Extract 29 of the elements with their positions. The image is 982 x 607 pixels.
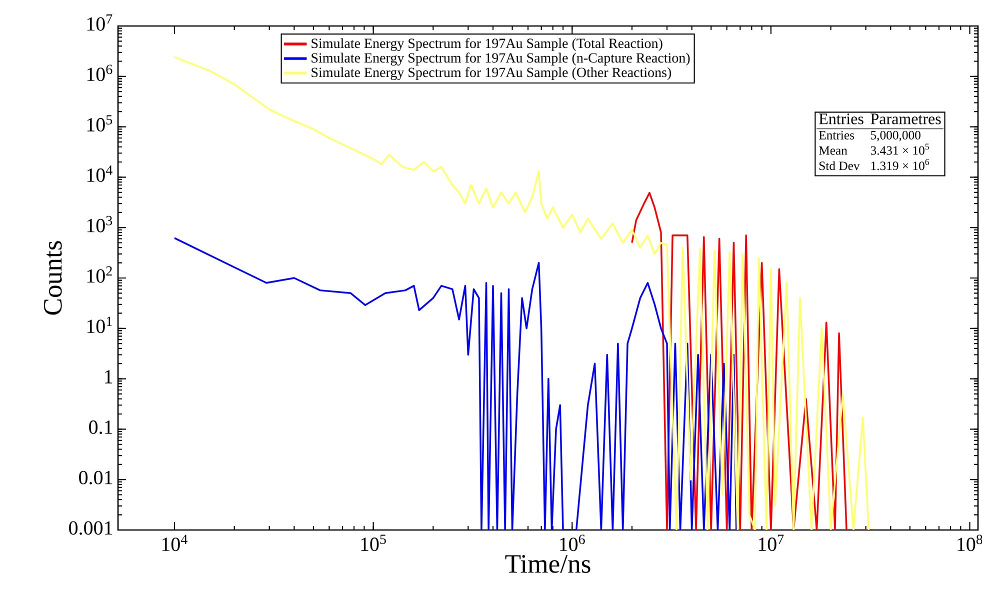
y-tick-label: 0.001 <box>69 521 112 535</box>
x-tick-label: 10$^{6}$ <box>560 534 585 552</box>
y-tick-label: 10$^{4}$ <box>87 166 112 182</box>
y-tick-label: 10$^{5}$ <box>87 115 112 132</box>
y-tick-label: 10$^{7}$ <box>87 14 112 31</box>
annotation: Entries <box>819 114 864 124</box>
annotation: Entries <box>818 130 854 140</box>
annotation: 3.431 × 10$^{5}$ <box>870 144 929 155</box>
x-axis-title: Time/ns <box>505 555 590 573</box>
legend-label: Simulate Energy Spectrum for 197Au Sample (Total Reaction) <box>312 38 662 51</box>
y-tick-label: 10$^{2}$ <box>87 266 112 283</box>
annotation: Parametres <box>870 114 941 124</box>
legend-label: Simulate Energy Spectrum for 197Au Sample (n-Capture Reaction) <box>312 52 690 66</box>
y-tick-label: 1 <box>105 370 112 384</box>
annotation: Mean <box>818 146 848 155</box>
x-tick-label: 10$^{5}$ <box>361 534 386 552</box>
y-tick-label: 0.01 <box>79 470 112 484</box>
annotation: 5,000,000 <box>870 130 920 142</box>
annotation: 1.319 × 10$^{6}$ <box>871 159 930 170</box>
x-tick-label: 10$^{4}$ <box>162 534 188 552</box>
y-axis-title: Counts <box>44 241 62 315</box>
y-tick-label: 10$^{3}$ <box>87 216 112 232</box>
y-tick-label: 10$^{6}$ <box>87 64 112 82</box>
y-tick-label: 10$^{1}$ <box>87 316 112 334</box>
annotation: Std Dev <box>819 161 860 170</box>
x-tick-label: 10$^{8}$ <box>958 534 982 552</box>
x-tick-label: 10$^{7}$ <box>758 534 784 552</box>
legend-label: Simulate Energy Spectrum for 197Au Sample (Other Reactions) <box>312 67 672 80</box>
y-tick-label: 0.1 <box>89 420 112 434</box>
